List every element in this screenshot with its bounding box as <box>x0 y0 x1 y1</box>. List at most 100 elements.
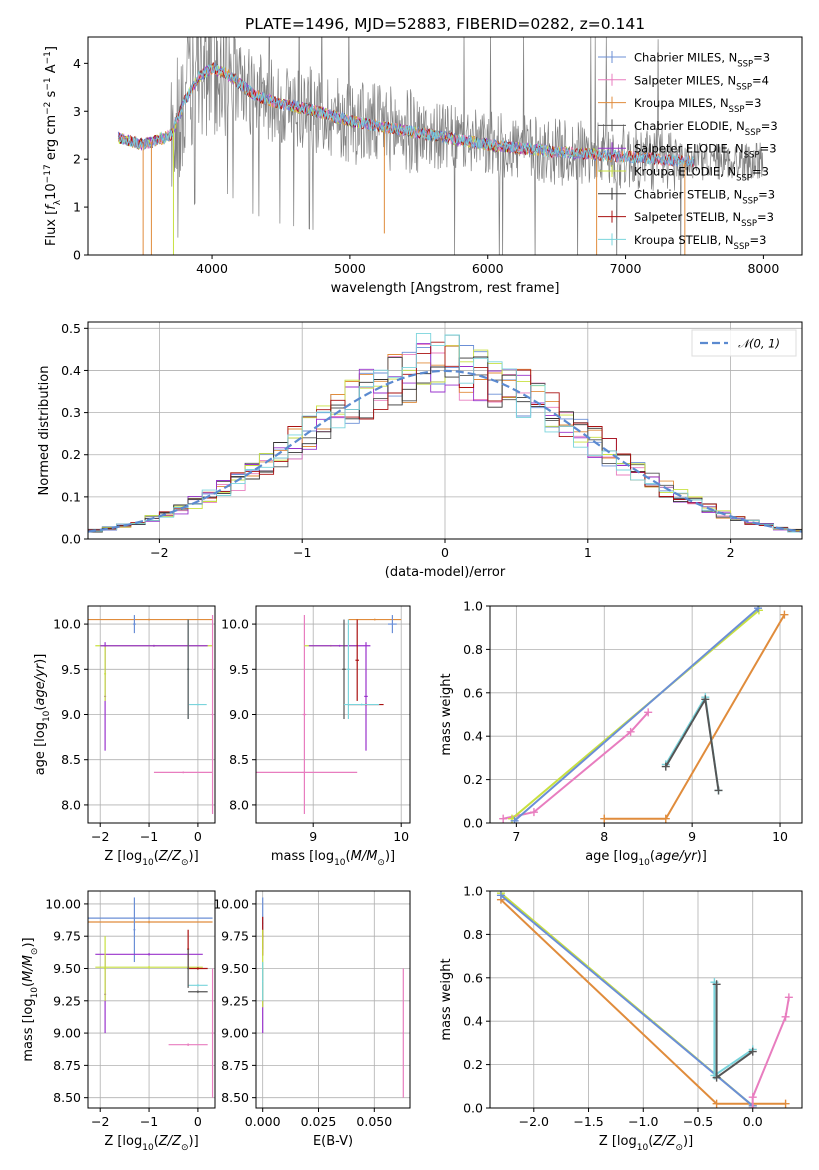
weight-point-marker <box>748 1093 757 1102</box>
weight-point-marker <box>748 1104 757 1108</box>
panel-age_vs_mass: 9 10 8.0 8.5 9.0 9.5 10.0 mass [log10(M/M⊙)] <box>221 605 411 868</box>
weight-point-marker <box>784 993 793 1002</box>
weight-point-marker <box>780 610 789 619</box>
x-tick-label: 0 <box>441 545 449 560</box>
y-tick-label: 10.00 <box>213 896 249 911</box>
weight-point-marker <box>754 606 763 613</box>
data-spectrum-line <box>117 37 764 255</box>
panel-weight_vs_age: 7 8 9 10 0.0 0.2 0.4 0.6 0.8 1.0 age [log10(age/yr… <box>439 599 803 868</box>
x-tick-label: −2.0 <box>519 1114 549 1129</box>
residuals-y-label: Normed distribution <box>37 366 52 496</box>
weight-point-marker <box>712 1073 721 1082</box>
weight-point-marker <box>781 1099 790 1108</box>
y-tick-label: 0.0 <box>61 532 81 547</box>
y-tick-label: 0.5 <box>61 321 81 336</box>
weight-point-marker <box>781 1012 790 1021</box>
y-tick-label: 8.0 <box>229 797 249 812</box>
plot-area <box>88 615 214 814</box>
x-tick-label: 7000 <box>610 261 642 276</box>
y-tick-label: 0.6 <box>463 970 483 985</box>
y-tick-label: 8.75 <box>53 1058 81 1073</box>
weight-point-marker <box>529 808 538 817</box>
residual-histogram <box>88 332 802 533</box>
residuals-legend-box <box>691 329 797 357</box>
x-tick-label: 8000 <box>747 261 779 276</box>
mass_vs_EBV-x-label: E(B-V) <box>313 1134 353 1149</box>
residuals-x-label: (data-model)/error <box>385 565 506 580</box>
y-tick-label: 3 <box>73 104 81 119</box>
model-spectrum-line <box>117 64 695 167</box>
axes-frame <box>87 890 216 1109</box>
x-tick-label: 8 <box>600 829 608 844</box>
weight-point-marker <box>644 708 653 717</box>
plot-area <box>88 897 214 1098</box>
weight_vs_Z-x-label: Z [log10(Z/Z⊙)] <box>599 1134 693 1153</box>
plot-area <box>496 891 793 1108</box>
y-tick-label: 9.75 <box>53 929 81 944</box>
y-tick-label: 0.0 <box>463 816 483 831</box>
x-tick-label: 1 <box>584 545 592 560</box>
plot-area <box>256 615 402 814</box>
y-tick-label: 8.50 <box>53 1090 81 1105</box>
weight-point-marker <box>712 1099 721 1108</box>
x-tick-label: −2 <box>91 829 109 844</box>
axes-frame <box>489 890 803 1109</box>
axes-frame <box>489 605 803 824</box>
y-tick-label: 8.75 <box>221 1058 249 1073</box>
axes-frame <box>87 605 216 824</box>
x-tick-label: 0.000 <box>245 1114 281 1129</box>
mass_vs_Z-y-label: mass [log10(M/M⊙)] <box>21 937 40 1061</box>
y-tick-label: 9.25 <box>221 993 249 1008</box>
y-tick-label: 9.75 <box>221 929 249 944</box>
y-tick-label: 2 <box>73 152 81 167</box>
normal-legend-label: 𝒩(0, 1) <box>738 337 780 351</box>
legend-label: Kroupa ELODIE, NSSP=3 <box>634 165 769 184</box>
axes-frame <box>87 321 803 540</box>
y-tick-label: 0.2 <box>61 447 81 462</box>
age_vs_Z-x-label: Z [log10(Z/Z⊙)] <box>104 849 198 868</box>
y-tick-label: 8.0 <box>61 797 81 812</box>
weight-point-marker <box>600 814 609 823</box>
y-tick-label: 9.00 <box>53 1026 81 1041</box>
x-tick-label: 2 <box>727 545 735 560</box>
x-tick-label: 4000 <box>196 261 228 276</box>
panel-spectrum: 4000 5000 6000 7000 8000 0 1 2 3 4 wavelength [Ang… <box>43 36 803 296</box>
spectrum-y-label: Flux [fλ10−17 erg cm−2 s−1 A−1] <box>43 46 63 246</box>
weight-series-line <box>751 997 790 1108</box>
weight-series-line <box>502 711 649 820</box>
plot-area <box>117 37 764 255</box>
x-tick-label: 5000 <box>334 261 366 276</box>
weight-point-marker <box>748 1047 757 1056</box>
weight-series-line <box>513 607 759 822</box>
y-tick-label: 0.0 <box>463 1101 483 1116</box>
weight-series-line <box>713 982 754 1078</box>
x-tick-label: −1 <box>293 545 311 560</box>
axes-frame <box>255 890 411 1109</box>
y-tick-label: 10.0 <box>221 617 249 632</box>
y-tick-label: 10.00 <box>45 896 81 911</box>
y-tick-label: 0.6 <box>463 685 483 700</box>
normal-curve <box>88 369 802 533</box>
panel-residuals: −2 −1 0 1 2 0.0 0.1 0.2 0.3 0.4 0.5 (data-model)/er… <box>37 321 803 580</box>
y-tick-label: 10.0 <box>53 617 81 632</box>
axes-frame <box>255 605 411 824</box>
y-tick-label: 0.3 <box>61 405 81 420</box>
y-tick-label: 9.50 <box>221 961 249 976</box>
y-tick-label: 0.8 <box>463 927 483 942</box>
x-tick-label: 0 <box>194 1114 202 1129</box>
panel-age_vs_Z: −2 −1 0 8.0 8.5 9.0 9.5 10.0 Z [log10(Z/Z⊙)] age … <box>33 605 216 868</box>
x-tick-label: −1.5 <box>573 1114 603 1129</box>
y-tick-label: 1 <box>73 200 81 215</box>
plot-area <box>499 606 789 823</box>
spectrum-legend: Chabrier MILES, NSSP=3 Salpeter MILES, NS… <box>598 51 778 252</box>
legend-label: Salpeter ELODIE, NSSP=3 <box>634 142 777 161</box>
figure-title: PLATE=1496, MJD=52883, FIBERID=0282, z=0… <box>245 15 645 33</box>
weight_vs_Z-y-label: mass weight <box>439 958 454 1040</box>
weight_vs_age-x-label: age [log10(age/yr)] <box>585 849 707 868</box>
x-tick-label: 6000 <box>472 261 504 276</box>
x-tick-label: −1.0 <box>628 1114 658 1129</box>
weight-point-marker <box>701 695 710 704</box>
weight-point-marker <box>510 816 519 823</box>
y-tick-label: 1.0 <box>463 599 483 614</box>
